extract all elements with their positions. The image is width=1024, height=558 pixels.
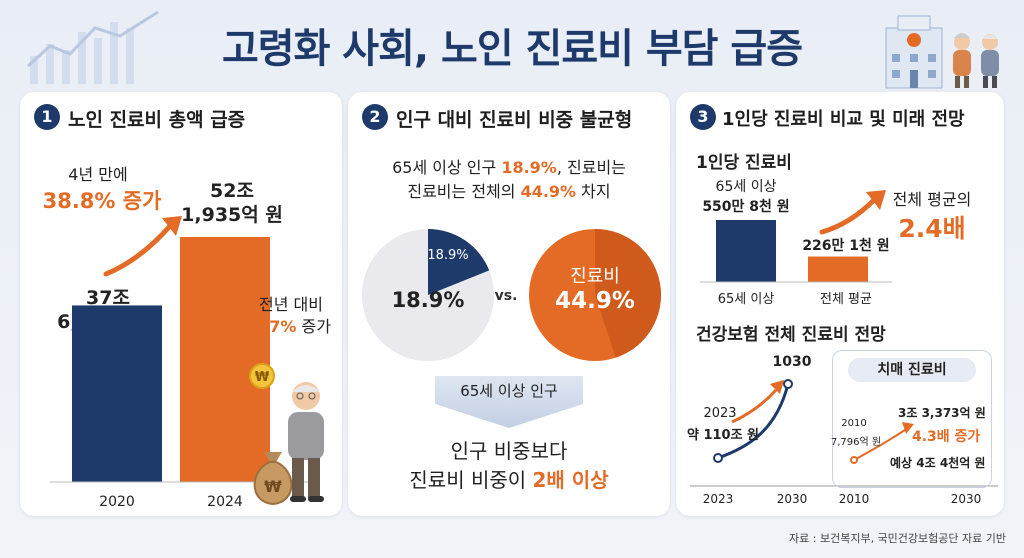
section-3-title: 1인당 진료비 비교 및 미래 전망 — [722, 109, 965, 130]
pie1-big-label: 18.9% — [391, 288, 465, 312]
svg-text:₩: ₩ — [264, 477, 282, 496]
forecast-title: 건강보험 전체 진료비 전망 — [696, 325, 886, 345]
page-title: 고령화 사회, 노인 진료비 부담 급증 — [221, 26, 803, 72]
coin-icon: ₩ — [249, 363, 275, 389]
bar2-axis-label: 전체 평균 — [820, 292, 872, 307]
section-2-card: 2 인구 대비 진료비 비중 불균형 65세 이상 인구 18.9%, 진료비는… — [348, 92, 670, 516]
elderly-man-icon — [288, 382, 324, 502]
forecast-line — [717, 383, 790, 460]
section-1-card: 1 노인 진료비 총액 급증 4년 만에 38.8% 증가 37조 6,135억… — [20, 92, 342, 516]
dementia-line — [853, 427, 909, 461]
axis-label-2030b: 2030 — [950, 492, 982, 506]
dementia-title: 치매 진료비 — [848, 358, 976, 382]
bar1-value-line1: 65세 이상 — [715, 179, 777, 195]
yoy-label-line1: 전년 대비 — [259, 295, 323, 314]
x-tick-2024: 2024 — [207, 494, 243, 510]
bar1-axis-label: 65세 이상 — [717, 292, 775, 307]
arrow-label: 65세 이상 인구 — [460, 382, 558, 400]
section-1-number: 1 — [34, 104, 60, 130]
desc-line1: 65세 이상 인구 18.9%, 진료비는 — [392, 158, 626, 177]
growth-arrow-icon — [103, 216, 182, 277]
dementia-point-2010 — [850, 456, 858, 464]
section-1-title: 노인 진료비 총액 급증 — [68, 109, 246, 131]
hospital-icon — [885, 15, 943, 89]
section-3-card: 3 1인당 진료비 비교 및 미래 전망 1인당 진료비 65세 이상 550만… — [676, 92, 1004, 516]
forecast-arrow — [731, 388, 778, 424]
section-3-number: 3 — [690, 104, 716, 130]
forecast-line-chart — [690, 379, 998, 487]
increase-note-pct: 38.8% 증가 — [42, 189, 162, 213]
dementia-current: 3조 3,373억 원 — [898, 406, 986, 420]
conclusion-line1: 인구 비중보다 — [450, 439, 568, 463]
bar-2020 — [72, 305, 162, 482]
axis-label-2010: 2010 — [838, 492, 870, 506]
x-tick-2020: 2020 — [99, 494, 135, 510]
dementia-growth: 4.3배 증가 — [912, 429, 981, 445]
chart-background-icon — [26, 10, 159, 84]
dementia-2010-line2: 7,796억 원 — [830, 437, 882, 448]
bar2-value: 226만 1천 원 — [802, 238, 890, 254]
pie2-value: 44.9% — [555, 288, 635, 314]
yoy-suffix: 증가 — [301, 317, 331, 336]
section-2-number: 2 — [362, 104, 388, 130]
share-pie-charts — [362, 229, 661, 361]
vs-label: vs. — [494, 288, 518, 304]
bar-2020-label-line1: 37조 — [86, 287, 130, 309]
bar1-value-line2: 550만 8천 원 — [702, 199, 790, 215]
forecast-point-2023 — [713, 453, 723, 463]
section-2-title: 인구 대비 진료비 비중 불균형 — [396, 109, 633, 131]
increase-note-line1: 4년 만에 — [68, 165, 128, 184]
source-note: 자료 : 보건복지부, 국민건강보험공단 자료 기반 — [789, 532, 1006, 545]
pie1-slice-elderly — [428, 229, 490, 295]
forecast-label-2023-line1: 2023 — [703, 406, 737, 421]
ratio-line1: 전체 평균의 — [892, 190, 972, 209]
dementia-2010-line1: 2010 — [841, 418, 867, 429]
pie2-label: 진료비 — [570, 266, 620, 287]
per-capita-bar-chart — [700, 220, 892, 283]
dementia-forecast: 예상 4조 4천억 원 — [890, 456, 986, 470]
bar-2024-label-line2: 1,935억 원 — [181, 204, 283, 226]
conclusion-line2: 진료비 비중이 2배 이상 — [409, 468, 609, 492]
yoy-label-line2: 6.7% 증가 — [252, 313, 331, 337]
axis-label-2030a: 2030 — [776, 492, 808, 506]
total-cost-bar-chart: 2020 2024 — [50, 237, 312, 510]
forecast-point-2030 — [783, 379, 793, 389]
pie2-slice-cost — [595, 229, 661, 358]
ratio-line2: 2.4배 — [898, 214, 966, 243]
bar-2024 — [180, 237, 270, 482]
desc-line2: 진료비는 전체의 44.9% 차지 — [407, 182, 611, 201]
money-bag-icon: ₩ — [253, 452, 293, 506]
forecast-label-2030: 1030 — [772, 354, 812, 370]
dementia-box — [832, 350, 992, 488]
per-capita-bar-1 — [808, 256, 868, 282]
forecast-label-2023-line2: 약 110조 원 — [686, 428, 760, 443]
down-arrow-icon — [435, 376, 583, 428]
svg-text:₩: ₩ — [255, 370, 270, 385]
pie1-small-label: 18.9% — [427, 248, 469, 263]
forecast-arrow-head — [770, 380, 784, 394]
yoy-pct: 6.7% — [252, 317, 297, 336]
ratio-arrow-icon — [819, 190, 886, 235]
elderly-couple-icon — [953, 33, 999, 88]
axis-label-2023: 2023 — [702, 492, 734, 506]
dementia-arrow-head — [902, 422, 914, 434]
bar-2024-label-line1: 52조 — [210, 180, 254, 202]
per-capita-title: 1인당 진료비 — [696, 153, 792, 173]
per-capita-bar-0 — [716, 220, 776, 282]
